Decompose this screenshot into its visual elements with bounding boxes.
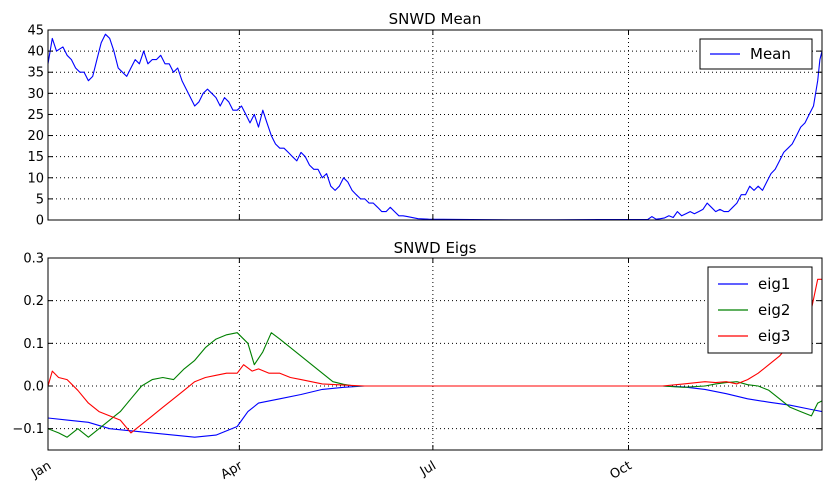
legend-label: eig1: [758, 275, 790, 293]
y-tick-label: 40: [27, 45, 44, 60]
y-tick-label: 0.1: [23, 337, 44, 352]
snwd-mean-chart: SNWD Mean 0 5 10 15 20 25 30 35 40 45 Mean: [27, 10, 822, 229]
y-tick-label: 0.3: [23, 252, 44, 267]
snwd-eigs-chart: SNWD Eigs −0.10.00.10.20.3 Jan Apr Jul Oct …: [12, 239, 822, 483]
y-tick-label: 0.2: [23, 294, 44, 309]
legend: Mean: [700, 39, 812, 69]
y-tick-label: 10: [27, 171, 44, 186]
legend-label: eig2: [758, 301, 790, 319]
y-tick-label: 0: [36, 214, 44, 229]
y-tick-label: 20: [27, 129, 44, 144]
y-tick-label: 35: [27, 66, 44, 81]
y-tick-label: −0.1: [12, 422, 44, 437]
x-tick-label: Jul: [417, 458, 439, 479]
y-tick-label: 45: [27, 24, 44, 39]
y-tick-label: 0.0: [23, 380, 44, 395]
legend-label: Mean: [750, 45, 791, 63]
legend-label: eig3: [758, 327, 790, 345]
chart-title: SNWD Eigs: [394, 239, 477, 257]
legend: eig1 eig2 eig3: [708, 267, 812, 353]
x-tick-label: Apr: [218, 458, 246, 483]
y-tick-label: 30: [27, 87, 44, 102]
x-tick-label: Oct: [608, 458, 635, 482]
plot-background: [48, 258, 822, 450]
x-tick-label: Jan: [28, 458, 54, 482]
y-tick-label: 25: [27, 108, 44, 123]
y-tick-label: 15: [27, 150, 44, 165]
chart-title: SNWD Mean: [389, 10, 482, 28]
y-tick-label: 5: [36, 192, 44, 207]
